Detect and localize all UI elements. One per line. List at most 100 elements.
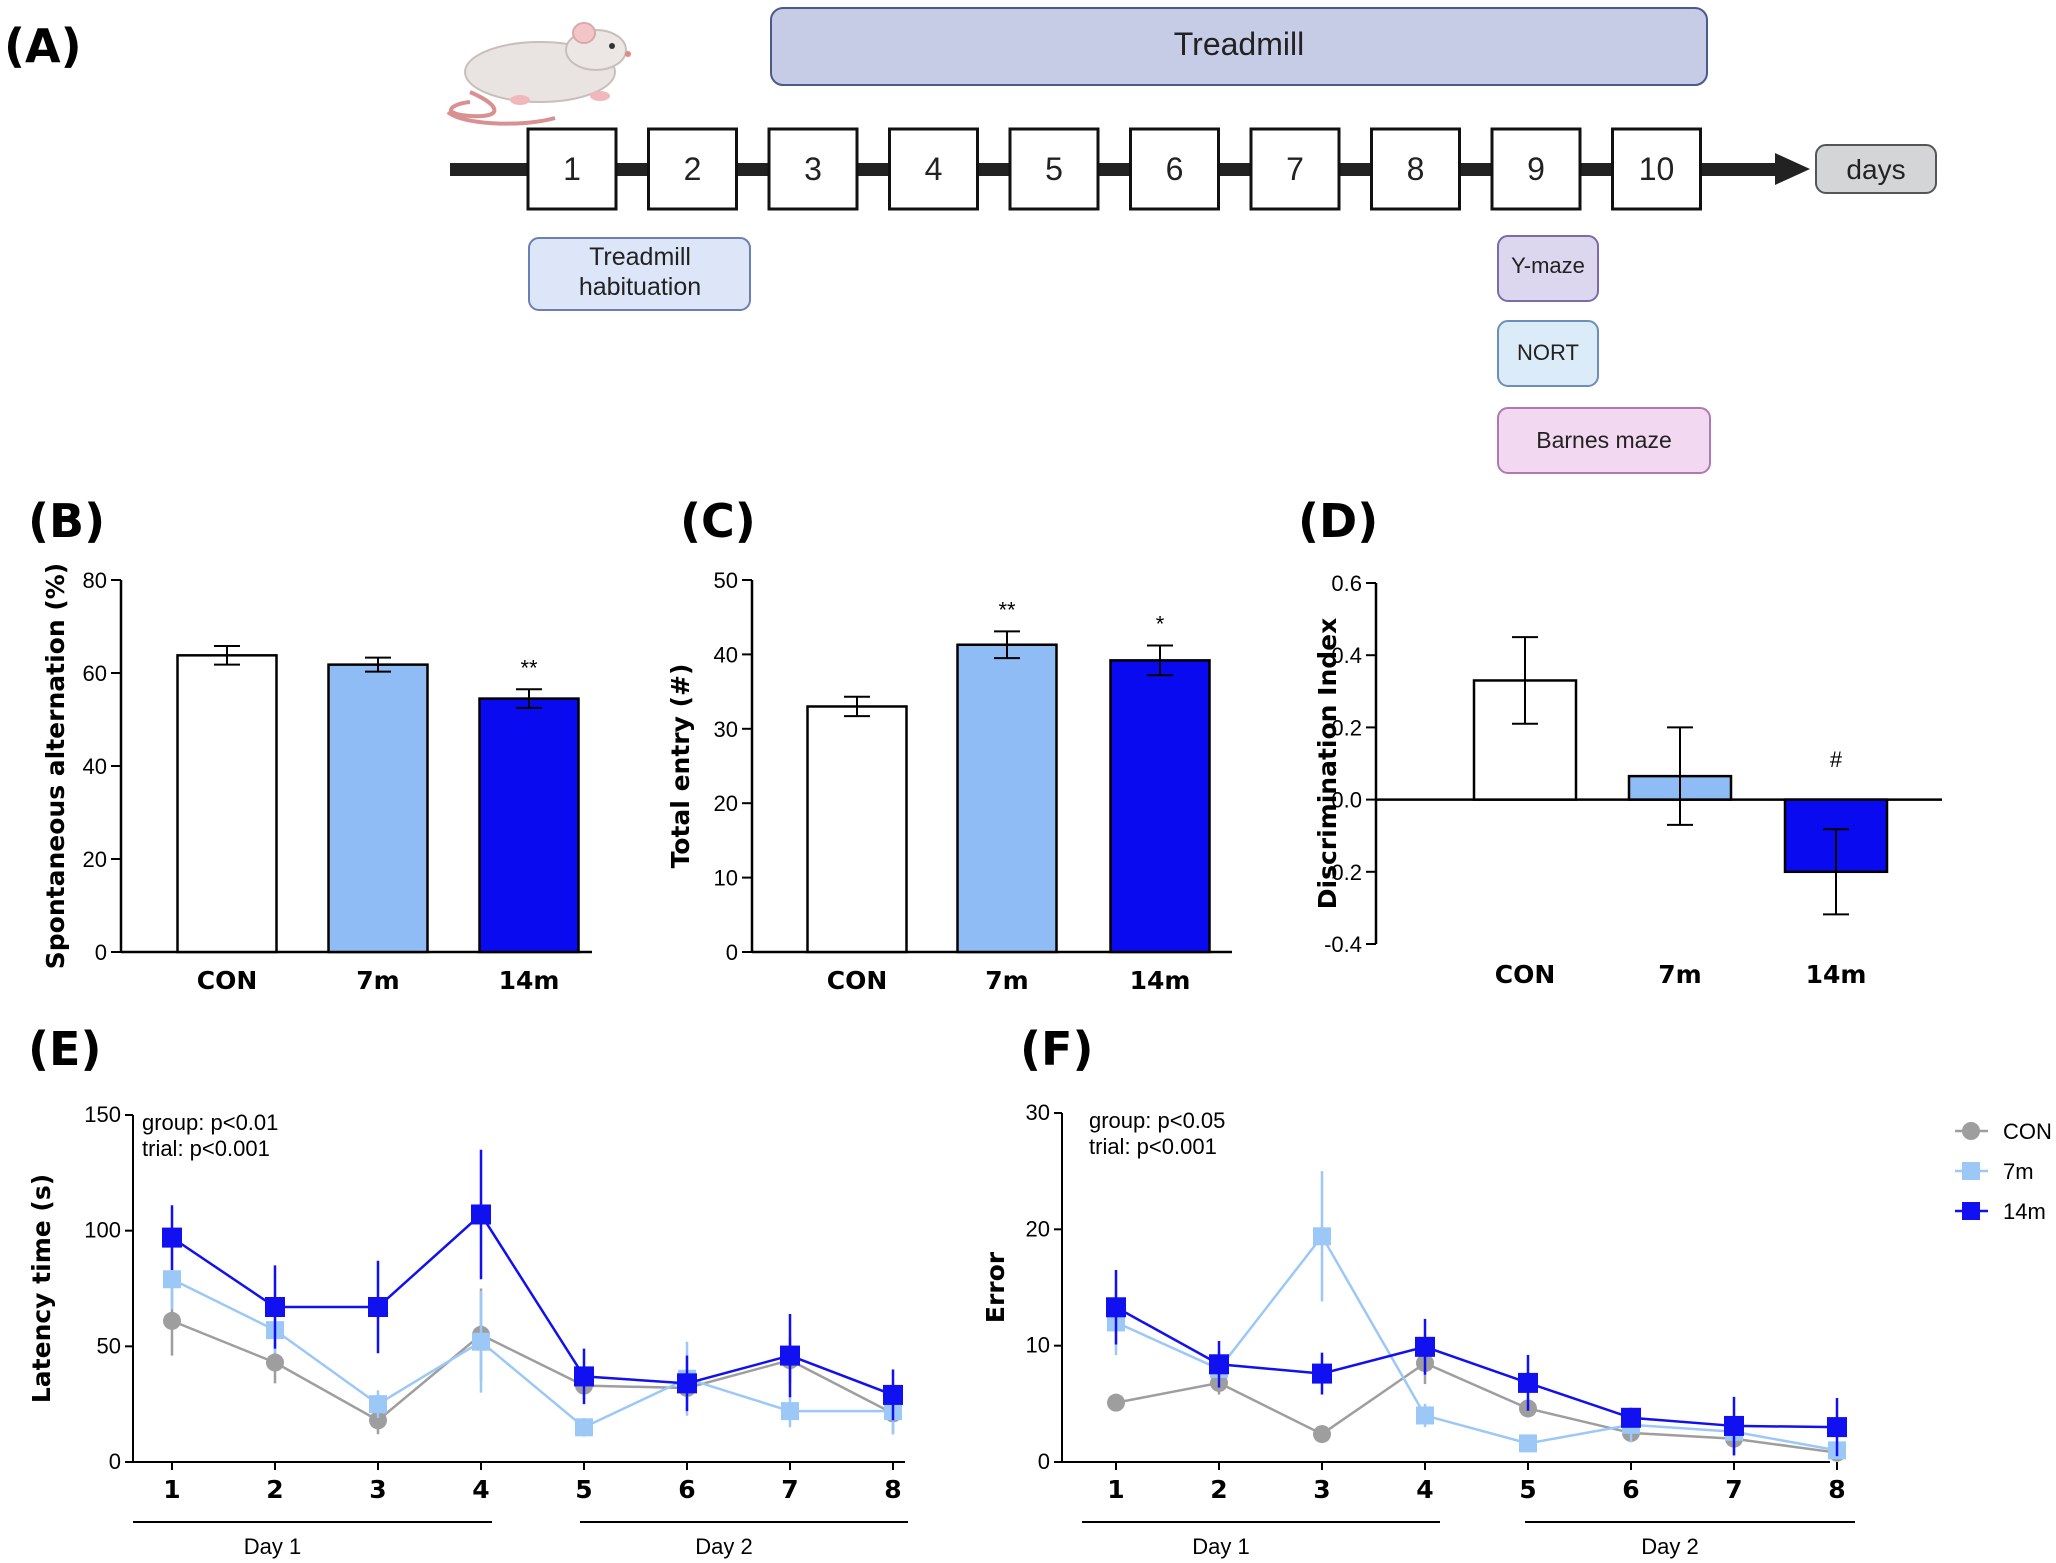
x-tick-label: 5 <box>1519 1475 1536 1504</box>
series-CON-point <box>369 1411 387 1430</box>
series-14m-point <box>883 1384 903 1405</box>
day-box-label: 3 <box>804 151 822 187</box>
day-box-label: 8 <box>1407 151 1425 187</box>
x-tick-label: 3 <box>369 1475 386 1504</box>
series-14m-point <box>1209 1354 1229 1375</box>
day-box-label: 4 <box>925 151 943 187</box>
y-tick-label: 0.2 <box>1331 715 1362 740</box>
day-box-3 <box>767 127 859 211</box>
series-7m-point <box>163 1270 181 1289</box>
x-category-label: 14m <box>1130 966 1191 995</box>
x-tick-label: 7 <box>781 1475 798 1504</box>
series-14m-point <box>1312 1363 1332 1384</box>
panel-b: (B) 0 20 40 60 80 Spontaneous alternation (%)… <box>28 494 592 995</box>
y-tick-label: -0.2 <box>1324 860 1362 885</box>
series-14m-point <box>780 1345 800 1366</box>
day-box-label: 6 <box>1166 151 1184 187</box>
significance-marker: * <box>1156 611 1165 636</box>
y-tick-label: 0 <box>109 1449 121 1474</box>
series-CON-point <box>1107 1393 1125 1412</box>
bar-7m <box>956 643 1058 954</box>
nort-box <box>1497 320 1599 387</box>
series-14m-point <box>574 1366 594 1387</box>
y-tick-label: 0.4 <box>1331 643 1362 668</box>
day-1-label: Day 1 <box>244 1534 301 1559</box>
series-7m-point <box>1416 1406 1434 1425</box>
series-7m-point <box>1519 1434 1537 1453</box>
x-tick-label: 6 <box>678 1475 695 1504</box>
series-14m-point <box>1518 1372 1538 1393</box>
series-14m-point <box>162 1227 182 1248</box>
legend-label: 7m <box>2003 1159 2034 1184</box>
x-tick-label: 8 <box>1828 1475 1845 1504</box>
day-box-label: 5 <box>1045 151 1063 187</box>
significance-marker: ** <box>998 597 1016 622</box>
day-box-label: 2 <box>684 151 702 187</box>
series-14m-point <box>1724 1415 1744 1436</box>
day-box-7 <box>1249 127 1341 211</box>
x-tick-label: 1 <box>1107 1475 1124 1504</box>
panel-c: (C) 0 10 20 30 40 50 Total entry (#) CON 7m ** 14m… <box>666 494 1232 995</box>
significance-marker: ** <box>520 655 538 680</box>
x-category-label: 7m <box>356 966 399 995</box>
y-tick-label: 80 <box>83 568 107 593</box>
day-box-label: 10 <box>1639 151 1675 187</box>
x-tick-label: 6 <box>1622 1475 1639 1504</box>
y-tick-label: 20 <box>714 791 738 816</box>
x-tick-label: 2 <box>1210 1475 1227 1504</box>
y-axis-label: Latency time (s) <box>27 1174 56 1403</box>
series-14m-point <box>1621 1407 1641 1428</box>
day-box-2 <box>647 127 738 211</box>
day-box-8 <box>1370 127 1461 211</box>
treadmill-bar <box>770 7 1708 86</box>
bar-7m <box>327 663 429 954</box>
y-axis-label: Total entry (#) <box>666 664 695 869</box>
y-tick-label: 30 <box>714 717 738 742</box>
y-axis-label: Discrimination Index <box>1313 618 1342 909</box>
y-tick-label: 30 <box>1026 1100 1050 1125</box>
y-tick-label: 40 <box>83 754 107 779</box>
y-tick-label: 100 <box>84 1218 121 1243</box>
y-tick-label: 0.6 <box>1331 571 1362 596</box>
panel-f-label: (F) <box>1020 1022 1093 1076</box>
day-box-label: 7 <box>1286 151 1304 187</box>
series-7m-line <box>1115 1234 1838 1452</box>
day-box-5 <box>1008 127 1100 211</box>
ymaze-label: Y-maze <box>1511 253 1585 278</box>
day-box-4 <box>888 127 979 211</box>
y-axis-label: Spontaneous alternation (%) <box>41 563 70 969</box>
series-14m-point <box>1827 1417 1847 1438</box>
bar-14m <box>1109 659 1211 954</box>
day-box-label: 9 <box>1527 151 1545 187</box>
y-tick-label: 0.0 <box>1331 788 1362 813</box>
day-box-9 <box>1490 127 1582 211</box>
legend-marker-14m <box>1962 1202 1980 1220</box>
habituation-line2: habituation <box>579 273 701 301</box>
day-box-10 <box>1611 127 1702 211</box>
series-14m-line <box>171 1212 894 1397</box>
x-category-label: 14m <box>1806 960 1867 989</box>
y-tick-label: 50 <box>97 1333 121 1358</box>
y-tick-label: 0 <box>726 940 738 965</box>
legend-marker-CON <box>1962 1122 1980 1140</box>
treadmill-label: Treadmill <box>1174 26 1304 62</box>
stat-annotation: group: p<0.01 <box>142 1110 278 1135</box>
days-box <box>1815 144 1937 194</box>
x-category-label: 14m <box>499 966 560 995</box>
series-CON-point <box>266 1353 284 1372</box>
series-7m-point <box>575 1418 593 1437</box>
series-14m-line <box>1115 1306 1838 1429</box>
series-CON-line <box>1115 1361 1838 1454</box>
y-tick-label: 0 <box>1038 1449 1050 1474</box>
series-CON-point <box>163 1311 181 1330</box>
y-tick-label: 0 <box>95 940 107 965</box>
x-tick-label: 5 <box>575 1475 592 1504</box>
series-7m-point <box>472 1332 490 1351</box>
series-14m-point <box>265 1297 285 1318</box>
bar-14m <box>478 697 580 954</box>
series-7m-point <box>369 1395 387 1414</box>
y-axis-label: Error <box>981 1251 1010 1323</box>
x-tick-label: 2 <box>266 1475 283 1504</box>
legend-label: 14m <box>2003 1199 2046 1224</box>
x-tick-label: 4 <box>1416 1475 1433 1504</box>
